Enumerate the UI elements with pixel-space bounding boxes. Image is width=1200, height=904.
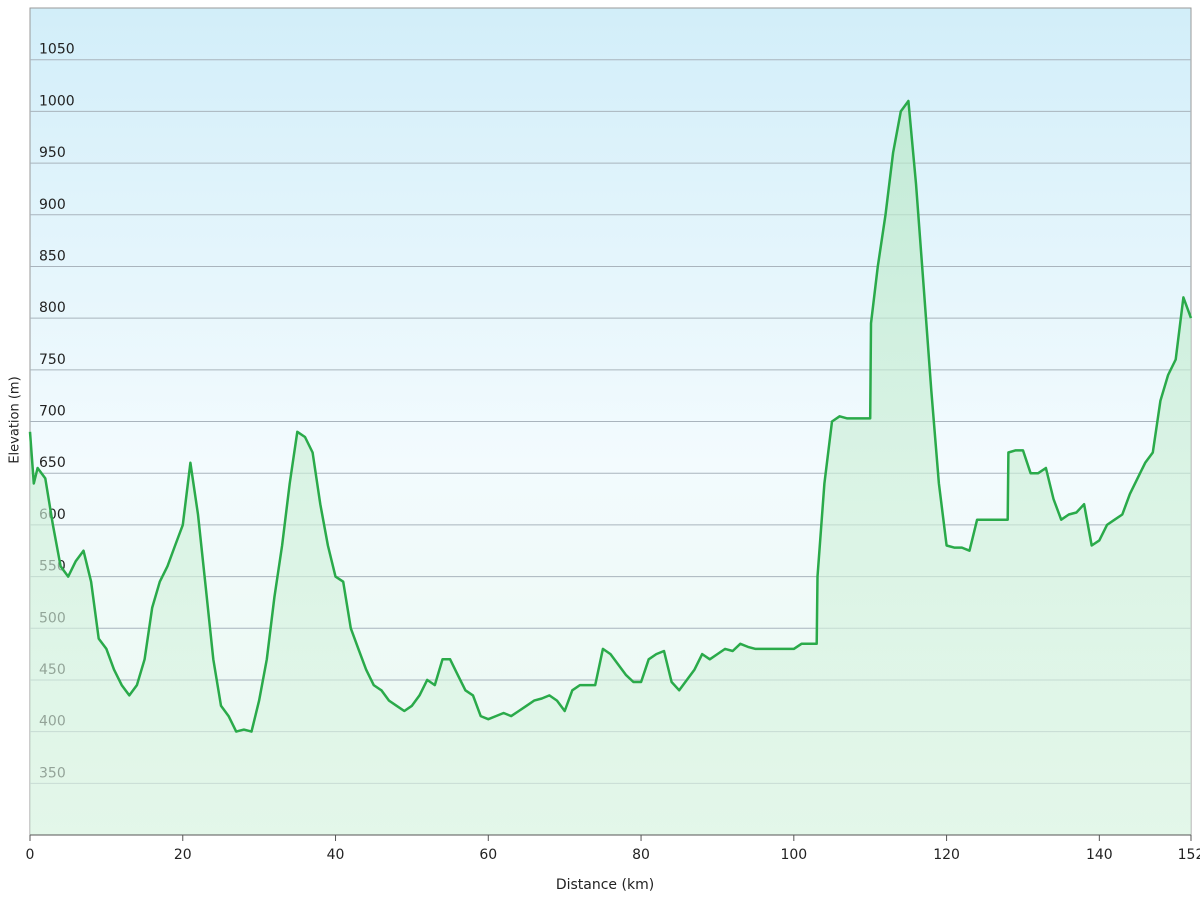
y-tick-label: 700 — [39, 404, 66, 420]
y-tick-label: 1050 — [39, 42, 75, 58]
x-tick-label: 40 — [327, 847, 345, 863]
x-tick-label: 20 — [174, 847, 192, 863]
y-tick-label: 750 — [39, 352, 66, 368]
y-tick-label: 650 — [39, 455, 66, 471]
elevation-line — [28, 99, 1193, 733]
x-tick-label: 0 — [26, 847, 35, 863]
x-axis-title: Distance (km) — [556, 877, 654, 893]
x-tick-label: 120 — [933, 847, 960, 863]
x-tick-label: 60 — [479, 847, 497, 863]
x-tick-label: 100 — [780, 847, 807, 863]
y-tick-label: 850 — [39, 248, 66, 264]
x-tick-label: 140 — [1086, 847, 1113, 863]
y-tick-label: 1000 — [39, 93, 75, 109]
y-tick-label: 950 — [39, 145, 66, 161]
x-tick-label: 152 — [1178, 847, 1200, 863]
y-tick-label: 900 — [39, 197, 66, 213]
y-tick-label: 800 — [39, 300, 66, 316]
x-tick-label: 80 — [632, 847, 650, 863]
y-axis-title: Elevation (m) — [8, 376, 23, 463]
area-fill — [30, 101, 1191, 835]
